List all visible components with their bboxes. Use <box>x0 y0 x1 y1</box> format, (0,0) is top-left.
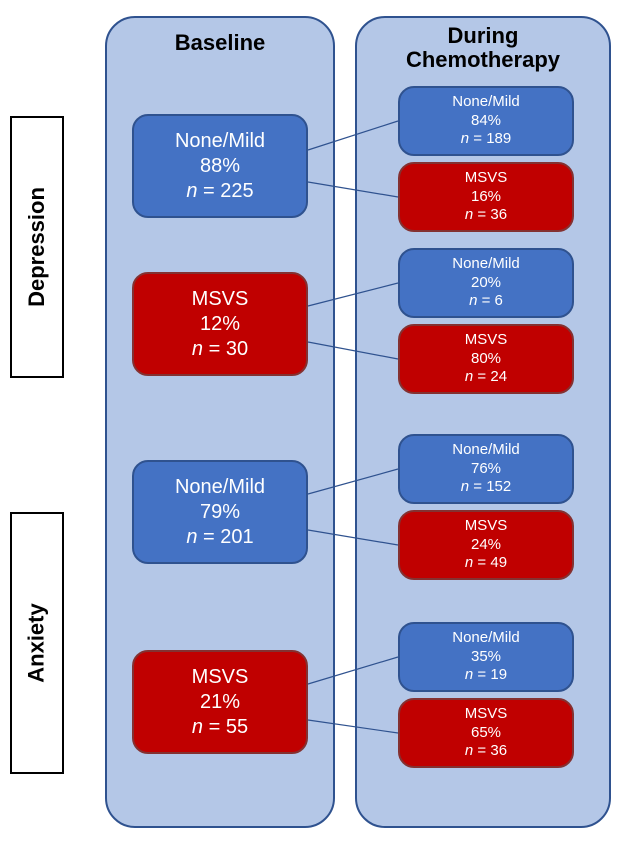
during-header-line1: During <box>448 23 519 48</box>
node-label: MSVS <box>192 665 249 690</box>
node-label: None/Mild <box>452 441 520 460</box>
node-dep-msvs-to-msvs: MSVS 80% n = 24 <box>398 324 574 394</box>
node-label: None/Mild <box>452 255 520 274</box>
node-label: None/Mild <box>452 629 520 648</box>
node-n: n = 30 <box>192 337 248 362</box>
node-dep-msvs-to-none: None/Mild 20% n = 6 <box>398 248 574 318</box>
node-n: n = 19 <box>465 666 507 685</box>
node-dep-baseline-none: None/Mild 88% n = 225 <box>132 114 308 218</box>
node-anx-msvs-to-msvs: MSVS 65% n = 36 <box>398 698 574 768</box>
node-n: n = 49 <box>465 554 507 573</box>
node-pct: 16% <box>471 188 501 207</box>
node-pct: 20% <box>471 274 501 293</box>
side-label-depression-text: Depression <box>24 187 50 307</box>
node-dep-none-to-msvs: MSVS 16% n = 36 <box>398 162 574 232</box>
node-n: n = 55 <box>192 715 248 740</box>
node-label: MSVS <box>192 287 249 312</box>
node-n: n = 36 <box>465 742 507 761</box>
node-pct: 79% <box>200 500 240 525</box>
node-pct: 80% <box>471 350 501 369</box>
flow-diagram: Baseline During Chemotherapy Depression … <box>10 10 618 834</box>
node-pct: 24% <box>471 536 501 555</box>
side-label-anxiety-text: Anxiety <box>24 603 50 682</box>
node-anx-msvs-to-none: None/Mild 35% n = 19 <box>398 622 574 692</box>
node-anx-none-to-none: None/Mild 76% n = 152 <box>398 434 574 504</box>
node-n: n = 36 <box>465 206 507 225</box>
node-anx-none-to-msvs: MSVS 24% n = 49 <box>398 510 574 580</box>
during-header-line2: Chemotherapy <box>406 47 560 72</box>
node-anx-baseline-none: None/Mild 79% n = 201 <box>132 460 308 564</box>
node-label: MSVS <box>465 169 508 188</box>
during-header: During Chemotherapy <box>357 24 609 72</box>
node-n: n = 189 <box>461 130 511 149</box>
node-pct: 65% <box>471 724 501 743</box>
node-pct: 12% <box>200 312 240 337</box>
node-label: MSVS <box>465 331 508 350</box>
node-n: n = 6 <box>469 292 503 311</box>
node-pct: 21% <box>200 690 240 715</box>
node-label: None/Mild <box>452 93 520 112</box>
node-n: n = 152 <box>461 478 511 497</box>
node-pct: 76% <box>471 460 501 479</box>
node-label: MSVS <box>465 517 508 536</box>
node-label: MSVS <box>465 705 508 724</box>
side-label-anxiety: Anxiety <box>10 512 64 774</box>
node-pct: 88% <box>200 154 240 179</box>
node-label: None/Mild <box>175 129 265 154</box>
node-n: n = 24 <box>465 368 507 387</box>
node-n: n = 201 <box>186 525 253 550</box>
node-n: n = 225 <box>186 179 253 204</box>
baseline-header: Baseline <box>107 30 333 56</box>
side-label-depression: Depression <box>10 116 64 378</box>
node-label: None/Mild <box>175 475 265 500</box>
node-pct: 35% <box>471 648 501 667</box>
node-dep-baseline-msvs: MSVS 12% n = 30 <box>132 272 308 376</box>
node-anx-baseline-msvs: MSVS 21% n = 55 <box>132 650 308 754</box>
node-dep-none-to-none: None/Mild 84% n = 189 <box>398 86 574 156</box>
node-pct: 84% <box>471 112 501 131</box>
